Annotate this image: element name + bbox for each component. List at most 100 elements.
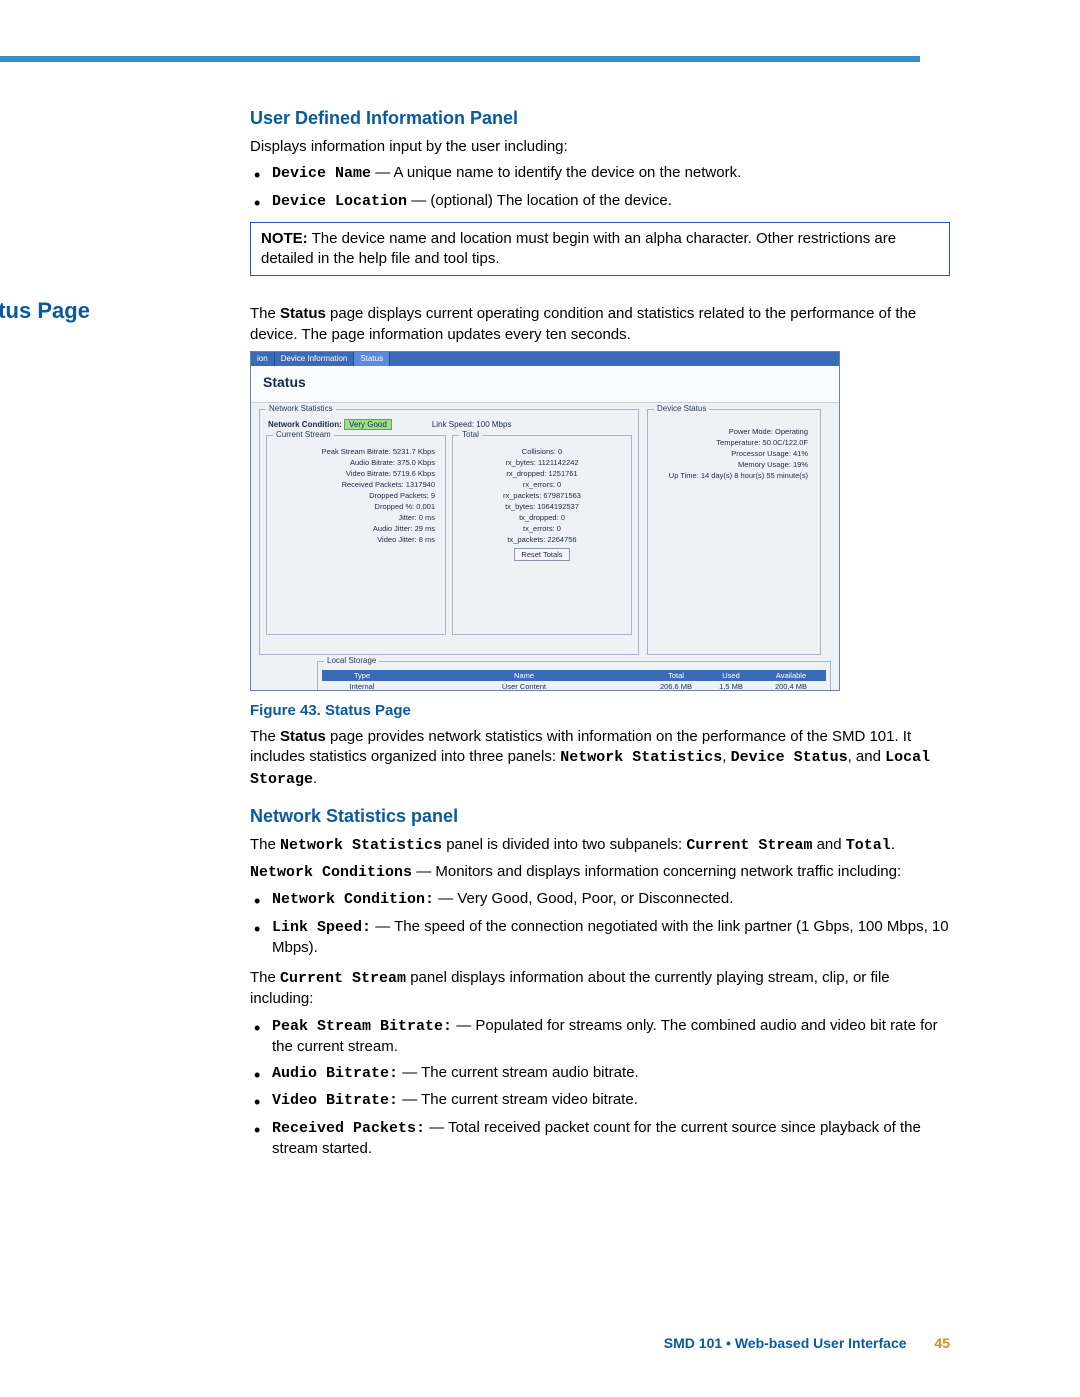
panel-label: Current Stream	[273, 430, 334, 439]
mono: Current Stream	[280, 970, 406, 987]
sub-panels: Current Stream Peak Stream Bitrate: 5231…	[260, 433, 638, 641]
text: and	[812, 836, 845, 853]
col-header: Used	[706, 670, 756, 681]
stat-row: Up Time: 14 day(s) 8 hour(s) 55 minute(s…	[654, 470, 814, 481]
stat-row: Dropped Packets: 9	[271, 490, 441, 501]
label: Network Condition:	[268, 420, 342, 429]
text: panel is divided into two subpanels:	[442, 836, 686, 853]
top-accent-bar	[0, 56, 920, 62]
heading-netstats: Network Statistics panel	[250, 806, 950, 827]
mono: Total	[846, 837, 891, 854]
note-label: NOTE:	[261, 230, 308, 247]
note-box: NOTE: The device name and location must …	[250, 222, 950, 277]
cell: 1.5 MB	[706, 681, 756, 691]
list-item: Video Bitrate: — The current stream vide…	[272, 1090, 950, 1111]
section-status-heading-row: Status Page	[110, 294, 950, 298]
stat-row: Dropped %: 0.001	[271, 501, 441, 512]
section-udip: User Defined Information Panel Displays …	[250, 108, 950, 276]
panel-label: Local Storage	[324, 656, 379, 665]
ss-tab[interactable]: Device Information	[275, 352, 355, 366]
desc: — The current stream video bitrate.	[398, 1091, 638, 1108]
device-status-body: Power Mode: Operating Temperature: 50.0C…	[648, 410, 820, 487]
footer-page-number: 45	[934, 1335, 950, 1351]
cell: 200.4 MB	[756, 681, 826, 691]
term: Audio Bitrate:	[272, 1065, 398, 1082]
panel-total: Total Collisions: 0 rx_bytes: 1121142242…	[452, 435, 632, 635]
stat-row: Video Bitrate: 5719.6 Kbps	[271, 468, 441, 479]
link-speed: Link Speed: 100 Mbps	[432, 420, 512, 429]
desc: — Very Good, Good, Poor, or Disconnected…	[434, 890, 733, 907]
desc: — A unique name to identify the device o…	[371, 164, 741, 181]
page-footer: SMD 101 • Web-based User Interface 45	[110, 1335, 950, 1351]
heading-status-page: Status Page	[0, 298, 110, 324]
list-item: Network Condition: — Very Good, Good, Po…	[272, 889, 950, 910]
cell: User Content	[402, 681, 646, 691]
text: — Monitors and displays information conc…	[412, 863, 901, 880]
udip-intro: Displays information input by the user i…	[250, 137, 950, 157]
ss-tabbar: ion Device Information Status	[251, 352, 839, 366]
mono: Network Statistics	[280, 837, 442, 854]
text: .	[891, 836, 895, 853]
section-status-body: The Status page displays current operati…	[250, 304, 950, 1159]
panel-label: Total	[459, 430, 482, 439]
ss-body: Network Statistics Network Condition: Ve…	[251, 403, 839, 659]
note-text: The device name and location must begin …	[261, 230, 896, 267]
term: Link Speed:	[272, 919, 371, 936]
text: The	[250, 969, 280, 986]
stat-row: Jitter: 0 ms	[271, 512, 441, 523]
mono: Device Status	[731, 749, 848, 766]
stat-row: tx_dropped: 0	[457, 512, 627, 523]
desc: — (optional) The location of the device.	[407, 192, 672, 209]
stat-row: Audio Bitrate: 375.0 Kbps	[271, 457, 441, 468]
desc: — The speed of the connection negotiated…	[272, 918, 949, 956]
net-cond-row: Network Condition: Very Good	[268, 420, 392, 429]
ss-tab[interactable]: ion	[251, 352, 275, 366]
reset-totals-button[interactable]: Reset Totals	[514, 548, 569, 561]
stat-row: rx_bytes: 1121142242	[457, 457, 627, 468]
text-bold: Status	[280, 305, 326, 322]
panel-network-statistics: Network Statistics Network Condition: Ve…	[259, 409, 639, 655]
desc: — The current stream audio bitrate.	[398, 1064, 639, 1081]
stat-row: rx_errors: 0	[457, 479, 627, 490]
ss-tab-active[interactable]: Status	[354, 352, 390, 366]
stat-row: tx_errors: 0	[457, 523, 627, 534]
text: page displays current operating conditio…	[250, 305, 916, 342]
cell: Internal	[322, 681, 402, 691]
text: The	[250, 836, 280, 853]
storage-header: Type Name Total Used Available	[322, 670, 826, 681]
term: Video Bitrate:	[272, 1092, 398, 1109]
text: ,	[722, 748, 730, 765]
stat-row: tx_packets: 2264756	[457, 534, 627, 545]
list-item: Device Location — (optional) The locatio…	[272, 191, 950, 212]
panel-label: Device Status	[654, 404, 709, 413]
stat-row: Memory Usage: 19%	[654, 459, 814, 470]
stat-row: Peak Stream Bitrate: 5231.7 Kbps	[271, 446, 441, 457]
text: The	[250, 728, 280, 745]
panel-local-storage: Local Storage Type Name Total Used Avail…	[317, 661, 831, 691]
status-intro: The Status page displays current operati…	[250, 304, 950, 345]
mono: Network Conditions	[250, 864, 412, 881]
panel-device-status: Device Status Power Mode: Operating Temp…	[647, 409, 821, 655]
stat-row: Video Jitter: 8 ms	[271, 534, 441, 545]
stat-row: Temperature: 50.0C/122.0F	[654, 437, 814, 448]
stat-row: tx_bytes: 1064192537	[457, 501, 627, 512]
panel-label: Network Statistics	[266, 404, 336, 413]
stat-row: rx_dropped: 1251761	[457, 468, 627, 479]
col-header: Total	[646, 670, 706, 681]
figure-caption: Figure 43. Status Page	[250, 701, 950, 721]
col-header: Available	[756, 670, 826, 681]
mono: Network Statistics	[560, 749, 722, 766]
net-cond-list: Network Condition: — Very Good, Good, Po…	[250, 889, 950, 958]
current-stream-list: Peak Stream Bitrate: — Populated for str…	[250, 1016, 950, 1160]
stat-row: Power Mode: Operating	[654, 426, 814, 437]
list-item: Peak Stream Bitrate: — Populated for str…	[272, 1016, 950, 1058]
list-item: Device Name — A unique name to identify …	[272, 163, 950, 184]
udip-list: Device Name — A unique name to identify …	[250, 163, 950, 212]
netpanel-p3: The Current Stream panel displays inform…	[250, 968, 950, 1010]
stat-row: Collisions: 0	[457, 446, 627, 457]
heading-udip: User Defined Information Panel	[250, 108, 950, 129]
ss-title: Status	[251, 366, 839, 403]
figure-screenshot: ion Device Information Status Status Net…	[250, 351, 840, 691]
netpanel-p2: Network Conditions — Monitors and displa…	[250, 862, 950, 883]
reset-totals-row: Reset Totals	[457, 545, 627, 562]
